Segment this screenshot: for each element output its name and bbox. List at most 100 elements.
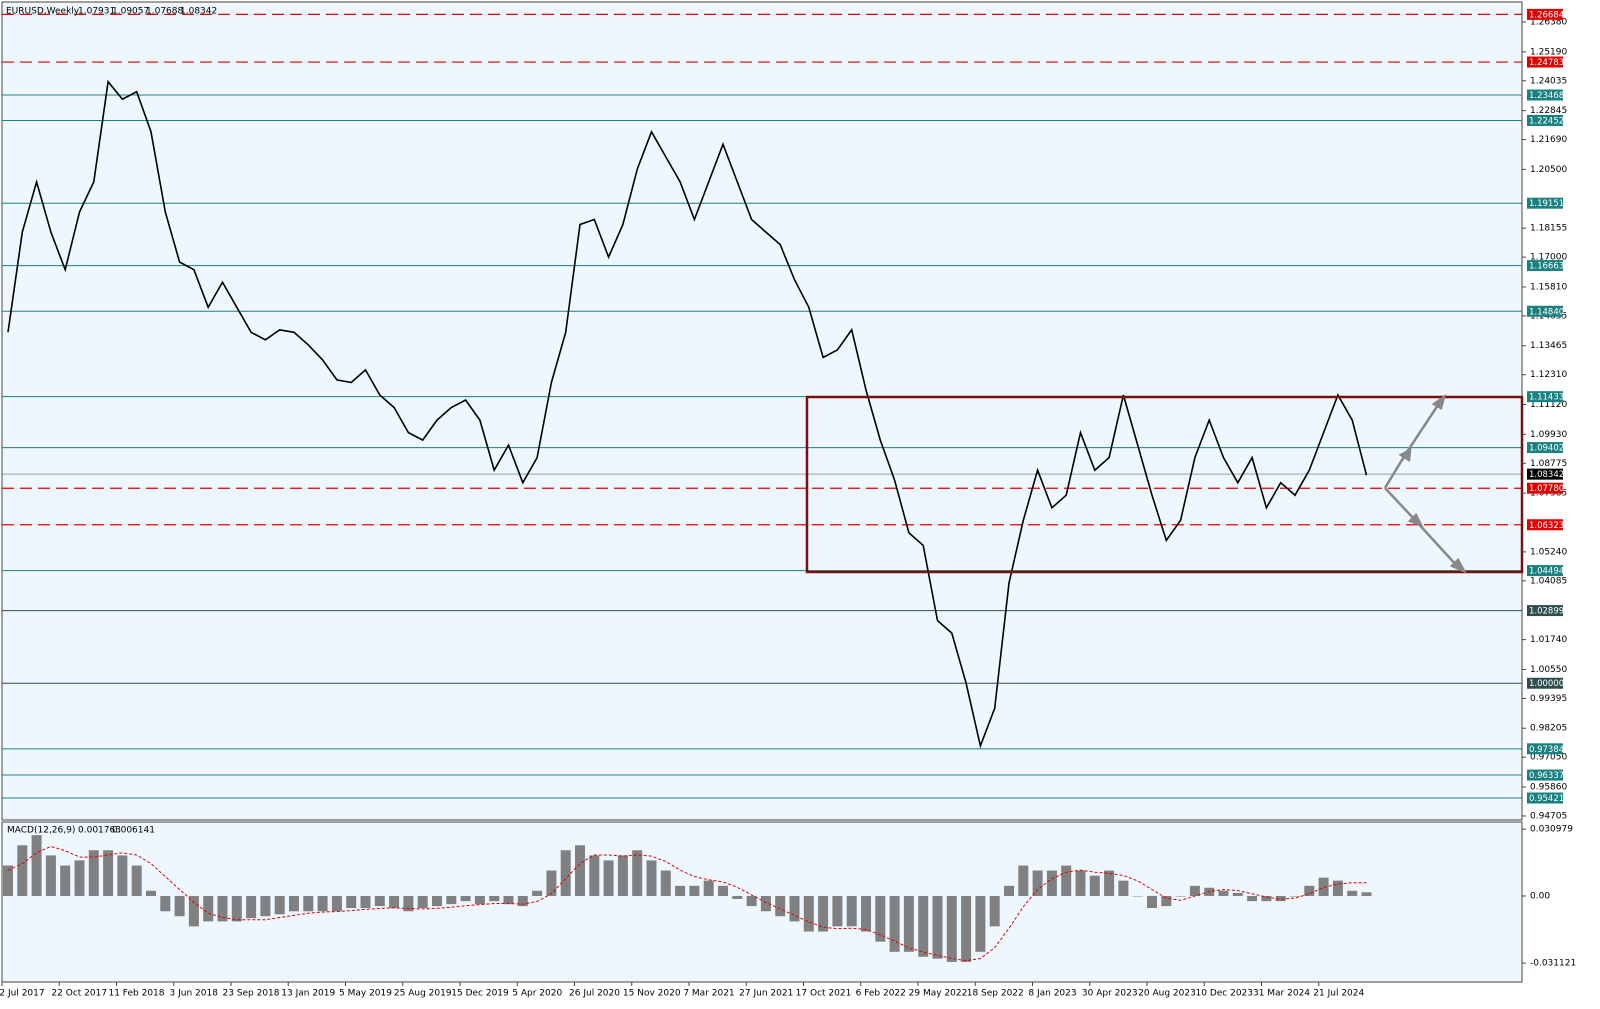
y-tick-label: 1.15810 [1530,282,1567,292]
y-tick-label: 1.13465 [1530,341,1567,351]
level-label: 1.16663 [1529,262,1564,272]
x-tick-label: 5 Apr 2020 [512,989,562,999]
x-tick-label: 6 Feb 2022 [856,989,906,999]
ohlc-high: 1.09057 [112,7,149,17]
macd-bar [1275,895,1286,902]
arrow-up-1 [1383,454,1407,489]
macd-bar [231,895,242,922]
macd-value: 0.001763 [78,826,121,836]
macd-bar [1361,892,1372,896]
macd-bar [1318,877,1329,896]
level-tag [1527,260,1563,272]
macd-bar [1032,870,1043,896]
macd-bar [575,845,585,896]
ohlc-open: 1.07931 [78,7,115,17]
level-tag [1527,391,1563,403]
macd-bar [775,895,786,917]
arrow-head [1449,557,1467,574]
x-tick-label: 18 Sep 2022 [967,989,1024,999]
macd-bar [975,895,986,952]
macd-bar [646,860,657,896]
macd-bar [131,865,142,896]
range-box [805,395,1524,574]
arrow-up-2 [1403,401,1442,456]
x-tick-label: 7 Mar 2021 [683,989,734,999]
macd-bar [589,855,600,896]
macd-bar [274,895,285,915]
arrow-down-2 [1414,519,1459,568]
macd-bar [1175,895,1186,897]
macd-bar [875,895,886,942]
y-tick-label: 1.09930 [1530,430,1567,440]
x-tick-label: 17 Oct 2021 [796,989,852,999]
macd-bar [603,860,614,896]
macd-bar [1118,880,1129,896]
arrow-head [1431,393,1447,410]
macd-bar [489,895,500,902]
x-tick-label: 8 Jan 2023 [1028,989,1076,999]
macd-bar [632,850,643,896]
plot-layer [2,13,1522,962]
x-tick-label: 10 Dec 2023 [1196,989,1254,999]
macd-bar [1347,890,1358,896]
macd-bar [246,895,257,919]
macd-bar [160,895,171,912]
macd-bar [331,895,342,912]
macd-bar [117,855,128,896]
macd-bar [374,895,385,907]
macd-bar [1232,892,1243,896]
macd-bar [403,895,414,912]
x-tick-label: 20 Aug 2023 [1138,989,1196,999]
x-tick-label: 27 Jun 2021 [739,989,793,999]
x-tick-label: 29 May 2022 [909,989,968,999]
macd-bar [217,895,228,922]
macd-bar [417,895,428,909]
level-label: 1.14840 [1529,307,1564,317]
macd-bar [617,855,628,896]
level-tag [1527,519,1563,531]
macd-bar [675,885,686,896]
x-tick-label: 13 Jan 2019 [281,989,335,999]
y-tick-label: 0.97050 [1530,753,1567,763]
level-tag [1527,89,1563,101]
level-label: 1.07780 [1529,484,1564,494]
arrow-head [1407,512,1424,528]
level-label: 1.06323 [1529,521,1564,531]
macd-bar [1189,885,1200,896]
x-tick-label: 26 Jul 2020 [569,989,620,999]
level-label: 1.02899 [1529,607,1564,617]
y-tick-label: 0.030979 [1530,825,1573,835]
macd-bar [17,845,28,896]
macd-bar [1004,885,1014,896]
scenario-arrows [1383,393,1467,574]
macd-bar [517,895,528,907]
macd-bar [360,895,371,909]
level-label: 1.00000 [1529,679,1564,689]
x-tick-label: 15 Nov 2020 [623,989,681,999]
macd-bar [432,895,442,907]
price-line [7,79,1368,749]
macd-signal-value: 0.006141 [112,826,155,836]
macd-bar [88,850,99,896]
level-label: 1.26684 [1529,10,1564,20]
macd-bar [803,895,814,932]
level-label: 1.23468 [1529,91,1564,101]
macd-bar [1218,890,1229,896]
level-tag [1527,769,1563,781]
level-label: 0.97384 [1529,745,1564,755]
macd-bar [760,895,771,912]
x-tick-label: 3 Jun 2018 [170,989,219,999]
macd-bar [560,850,571,896]
x-tick-label: 25 Aug 2019 [394,989,452,999]
macd-bar [146,890,156,896]
macd-bar [818,895,829,932]
macd-bar [1161,895,1172,907]
macd-bar [718,885,728,896]
macd-bar [317,895,328,912]
y-tick-label: -0.031121 [1530,959,1576,969]
y-tick-label: 0.94705 [1530,811,1567,821]
macd-bar [660,870,671,896]
level-label: 1.24783 [1529,58,1564,68]
x-tick-label: 15 Dec 2019 [451,989,509,999]
macd-bar [45,855,56,896]
